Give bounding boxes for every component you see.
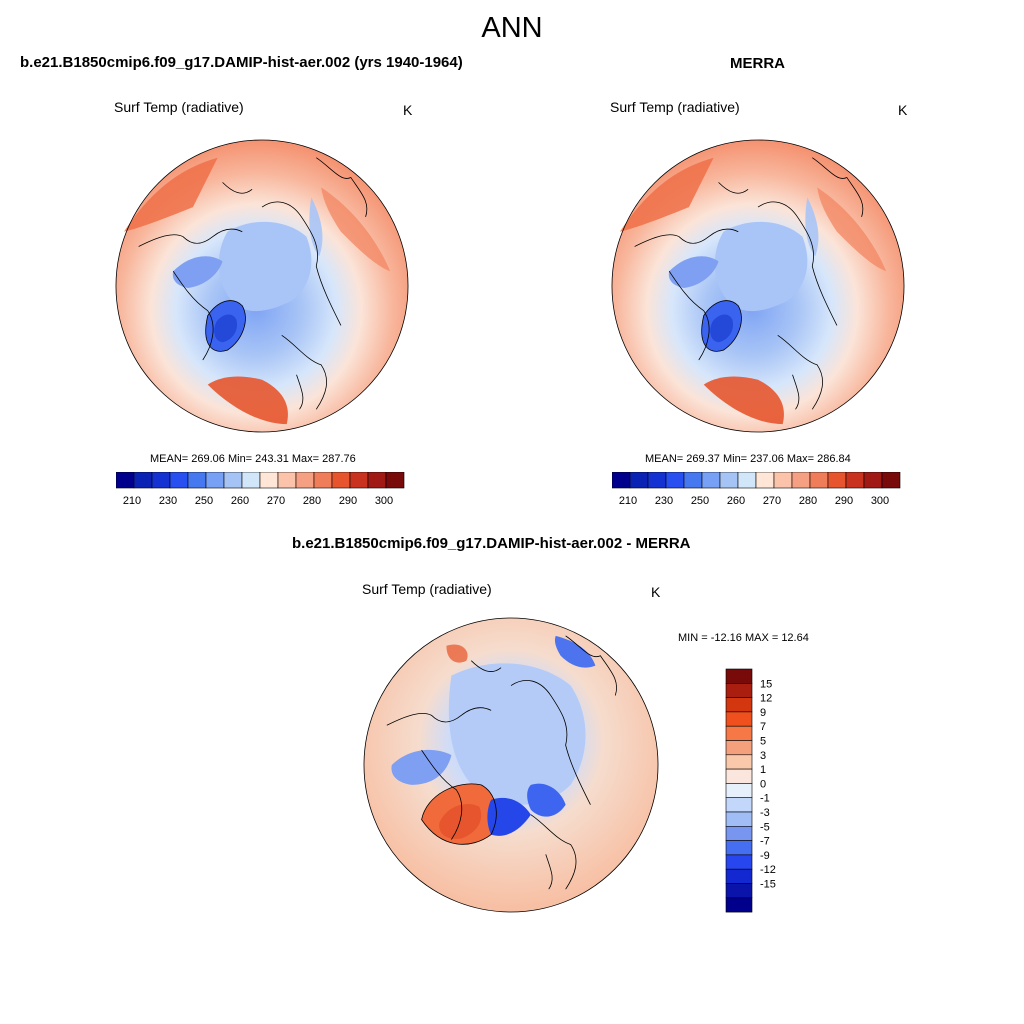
- diff-colorbar-tick-label: 1: [760, 764, 766, 776]
- left-colorbar-swatch: [241, 472, 261, 489]
- diff-colorbar-tick-label: 5: [760, 736, 766, 748]
- left-colorbar-tick-label: 230: [159, 495, 177, 507]
- right-colorbar-tick-label: 280: [799, 495, 817, 507]
- diff-colorbar-swatch: [725, 668, 753, 684]
- left-colorbar: 210 230 250 260 270 280 290 300: [116, 472, 405, 507]
- diff-panel-units: K: [651, 584, 661, 600]
- diff-colorbar-swatch: [725, 740, 753, 756]
- right-colorbar-swatch: [719, 472, 739, 489]
- right-colorbar-tick-label: 270: [763, 495, 781, 507]
- left-colorbar-tick-label: 300: [375, 495, 393, 507]
- diff-colorbar-swatch: [725, 854, 753, 870]
- right-colorbar-swatch: [881, 472, 901, 489]
- left-colorbar-tick-label: 270: [267, 495, 285, 507]
- diff-colorbar-swatch: [725, 754, 753, 770]
- left-panel-variable: Surf Temp (radiative): [114, 99, 244, 115]
- left-colorbar-swatch: [349, 472, 369, 489]
- diff-panel-stats: MIN = -12.16 MAX = 12.64: [678, 632, 809, 644]
- right-panel-variable: Surf Temp (radiative): [610, 99, 740, 115]
- left-colorbar-tick-label: 250: [195, 495, 213, 507]
- diff-colorbar-swatch: [725, 682, 753, 698]
- right-colorbar-tick-label: 230: [655, 495, 673, 507]
- left-colorbar-swatch: [169, 472, 189, 489]
- right-panel-units: K: [898, 102, 908, 118]
- diff-colorbar-swatch: [725, 897, 753, 913]
- diff-colorbar-swatch: [725, 697, 753, 713]
- diff-colorbar-swatch: [725, 826, 753, 841]
- left-polar-map: [114, 138, 410, 434]
- left-colorbar-tick-label: 290: [339, 495, 357, 507]
- left-colorbar-tick-label: 260: [231, 495, 249, 507]
- diff-colorbar-tick-label: -7: [760, 836, 770, 848]
- left-colorbar-tick-label: 280: [303, 495, 321, 507]
- diff-colorbar-tick-label: -5: [760, 821, 770, 833]
- left-colorbar-swatch: [277, 472, 297, 489]
- left-colorbar-swatch: [187, 472, 207, 489]
- diff-colorbar-swatch: [725, 768, 753, 784]
- right-colorbar-tick-label: 290: [835, 495, 853, 507]
- diff-colorbar-tick-label: -12: [760, 864, 776, 876]
- right-panel-title: MERRA: [730, 55, 785, 72]
- left-colorbar-swatch: [151, 472, 171, 489]
- diff-colorbar-tick-label: 0: [760, 778, 766, 790]
- right-colorbar-tick-label: 300: [871, 495, 889, 507]
- diff-colorbar-swatch: [725, 725, 753, 741]
- left-colorbar-swatch: [331, 472, 351, 489]
- diff-colorbar-tick-label: -15: [760, 879, 776, 891]
- right-polar-map: [610, 138, 906, 434]
- diff-colorbar-swatch: [725, 840, 753, 856]
- right-colorbar-swatch: [737, 472, 757, 489]
- right-colorbar: 210 230 250 260 270 280 290 300: [612, 472, 901, 507]
- left-colorbar-tick-label: 210: [123, 495, 141, 507]
- diff-colorbar-swatch: [725, 811, 753, 827]
- diff-colorbar-swatch: [725, 868, 753, 884]
- left-panel-title: b.e21.B1850cmip6.f09_g17.DAMIP-hist-aer.…: [20, 54, 463, 71]
- diff-polar-map: [362, 616, 660, 914]
- diff-colorbar-tick-label: 15: [760, 678, 772, 690]
- diff-colorbar-tick-label: -9: [760, 850, 770, 862]
- diff-colorbar-tick-label: 3: [760, 750, 766, 762]
- left-panel-units: K: [403, 102, 413, 118]
- right-colorbar-swatch: [791, 472, 811, 489]
- diff-colorbar: 15 12 9 7 5 3 1 0 -1 -3 -5 -7 -9 -12 -15: [725, 668, 776, 913]
- left-colorbar-swatch: [295, 472, 315, 489]
- right-colorbar-swatch: [612, 472, 631, 489]
- left-colorbar-swatch: [385, 472, 405, 489]
- right-colorbar-tick-label: 260: [727, 495, 745, 507]
- left-colorbar-swatch: [205, 472, 225, 489]
- right-colorbar-swatch: [845, 472, 865, 489]
- right-colorbar-swatch: [701, 472, 721, 489]
- right-colorbar-swatch: [647, 472, 667, 489]
- diff-colorbar-swatch: [725, 883, 753, 899]
- right-colorbar-tick-label: 210: [619, 495, 637, 507]
- diff-colorbar-swatch: [725, 711, 753, 727]
- diff-panel-variable: Surf Temp (radiative): [362, 581, 492, 597]
- right-colorbar-swatch: [773, 472, 793, 489]
- left-colorbar-swatch: [223, 472, 243, 489]
- right-panel-stats: MEAN= 269.37 Min= 237.06 Max= 286.84: [645, 453, 851, 465]
- right-colorbar-swatch: [863, 472, 883, 489]
- right-colorbar-swatch: [665, 472, 685, 489]
- diff-colorbar-swatch: [725, 783, 753, 799]
- right-colorbar-swatch: [755, 472, 775, 489]
- figure-title: ANN: [481, 12, 543, 44]
- left-panel-stats: MEAN= 269.06 Min= 243.31 Max= 287.76: [150, 453, 356, 465]
- left-colorbar-swatch: [133, 472, 153, 489]
- diff-colorbar-tick-label: -1: [760, 793, 770, 805]
- left-colorbar-swatch: [313, 472, 333, 489]
- right-colorbar-tick-label: 250: [691, 495, 709, 507]
- diff-colorbar-tick-label: 9: [760, 707, 766, 719]
- right-colorbar-swatch: [827, 472, 847, 489]
- diff-colorbar-tick-label: 12: [760, 693, 772, 705]
- left-colorbar-swatch: [116, 472, 135, 489]
- right-colorbar-swatch: [809, 472, 829, 489]
- diff-colorbar-swatch: [725, 797, 753, 813]
- diff-colorbar-tick-label: -3: [760, 807, 770, 819]
- left-colorbar-swatch: [259, 472, 279, 489]
- diff-colorbar-tick-label: 7: [760, 721, 766, 733]
- right-colorbar-swatch: [629, 472, 649, 489]
- diff-panel-title: b.e21.B1850cmip6.f09_g17.DAMIP-hist-aer.…: [292, 535, 691, 552]
- left-colorbar-swatch: [367, 472, 387, 489]
- right-colorbar-swatch: [683, 472, 703, 489]
